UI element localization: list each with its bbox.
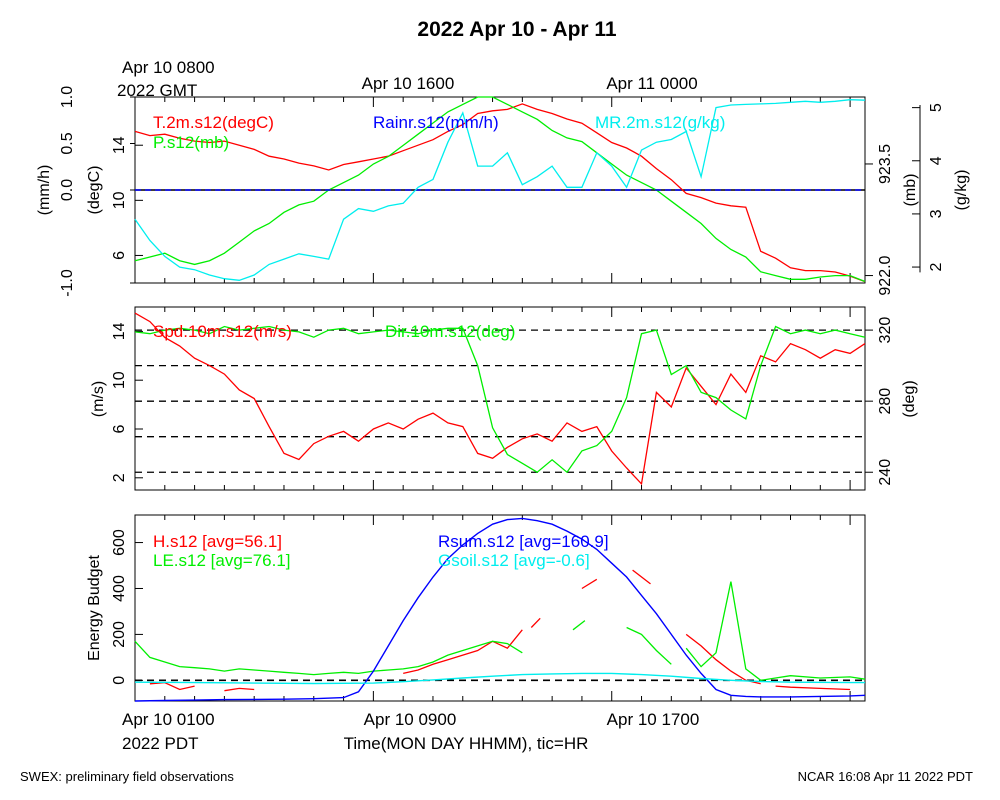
thermo-panel: 1.0 0.5 0.0 -1.0 14 10 6 923.5 922.0 5 4 3 2 T.2m.s12… (59, 86, 945, 297)
energy-axis-label: Energy Budget (86, 555, 103, 661)
legend-label: Spd.10m.s12(m/s) (153, 322, 292, 341)
energy-tick-label: 0 (111, 676, 128, 685)
series-line-H.s12 [avg=56.1] (403, 629, 523, 675)
legend-label: Gsoil.s12 [avg=-0.6] (438, 551, 590, 570)
series-line-Rsum.s12 [avg=160.9] (134, 517, 866, 702)
series-line-P.s12(mb) (134, 96, 866, 283)
thermo-temp-tick-label: 14 (111, 136, 128, 154)
legend-label: P.s12(mb) (153, 133, 229, 152)
series-line-H.s12 [avg=56.1] (632, 569, 651, 585)
thermo-temp-axis-label: (degC) (86, 166, 103, 215)
top-time-mid: Apr 10 1600 (362, 74, 455, 93)
thermo-rain-tick-label: 0.0 (59, 179, 76, 201)
wind-spd-tick-label: 14 (111, 322, 128, 340)
thermo-press-axis-label: (mb) (902, 174, 919, 207)
footer-right: NCAR 16:08 Apr 11 2022 PDT (798, 769, 973, 784)
wind-dir-axis-label: (deg) (901, 380, 918, 417)
legend-label: Rsum.s12 [avg=160.9] (438, 532, 609, 551)
legend-label: Dir.10m.s12(deg) (385, 322, 515, 341)
series-line-LE.s12 [avg=76.1] (685, 581, 866, 681)
series-line-MR.2m.s12(g/kg) (134, 99, 866, 281)
wind-spd-tick-label: 10 (111, 371, 128, 389)
thermo-temp-tick-label: 10 (111, 191, 128, 209)
series-line-LE.s12 [avg=76.1] (626, 626, 672, 665)
energy-panel: 600 400 200 0 H.s12 [avg=56.1]LE.s12 [avg=76… (111, 515, 866, 702)
series-line-H.s12 [avg=56.1] (775, 685, 851, 691)
series-line-Gsoil.s12 [avg=-0.6] (134, 672, 865, 685)
top-time-start-line1: Apr 10 0800 (122, 58, 215, 77)
footer-left: SWEX: preliminary field observations (20, 769, 234, 784)
legend-label: LE.s12 [avg=76.1] (153, 551, 291, 570)
legend-label: Rainr.s12(mm/h) (373, 113, 499, 132)
wind-spd-tick-label: 6 (111, 424, 128, 433)
chart-title: 2022 Apr 10 - Apr 11 (417, 18, 617, 41)
bottom-time-end: Apr 10 1700 (607, 710, 700, 729)
series-line-H.s12 [avg=56.1] (685, 633, 761, 685)
x-axis-label: Time(MON DAY HHMM), tic=HR (344, 734, 589, 753)
bottom-time-start-line1: Apr 10 0100 (122, 710, 215, 729)
legend-label: MR.2m.s12(g/kg) (595, 113, 725, 132)
series-line-Dir.10m.s12(deg) (134, 325, 866, 474)
wind-dir-tick-label: 320 (877, 317, 894, 344)
thermo-press-tick-label: 923.5 (877, 144, 894, 184)
thermo-rain-axis-label: (mm/h) (36, 165, 53, 216)
thermo-mr-axis-label: (g/kg) (953, 170, 970, 211)
panel-wind-frame (134, 306, 866, 491)
legend-label: T.2m.s12(degC) (153, 113, 274, 132)
series-line-H.s12 [avg=56.1] (224, 687, 255, 692)
series-line-T.2m.s12(degC) (134, 103, 866, 283)
thermo-rain-tick-label: -1.0 (59, 269, 76, 297)
series-line-H.s12 [avg=56.1] (149, 681, 195, 691)
series-line-H.s12 [avg=56.1] (530, 617, 541, 628)
series-line-LE.s12 [avg=76.1] (134, 640, 523, 676)
energy-tick-label: 600 (111, 529, 128, 556)
series-line-Spd.10m.s12(m/s) (134, 312, 866, 486)
wind-spd-tick-label: 2 (111, 473, 128, 482)
panel-energy-frame (134, 514, 866, 702)
bottom-time-mid: Apr 10 0900 (364, 710, 457, 729)
series-line-LE.s12 [avg=76.1] (572, 620, 586, 631)
top-time-end: Apr 11 0000 (606, 74, 697, 93)
thermo-mr-tick-label: 5 (928, 103, 945, 112)
wind-spd-axis-label: (m/s) (90, 381, 107, 417)
wind-dir-tick-label: 240 (877, 459, 894, 486)
top-time-start-line2: 2022 GMT (117, 81, 197, 100)
energy-tick-label: 400 (111, 575, 128, 602)
bottom-time-start-line2: 2022 PDT (122, 734, 199, 753)
energy-tick-label: 200 (111, 621, 128, 648)
wind-dir-tick-label: 280 (877, 388, 894, 415)
thermo-temp-tick-label: 6 (111, 251, 128, 260)
thermo-mr-tick-label: 3 (928, 209, 945, 218)
thermo-press-tick-label: 922.0 (877, 255, 894, 295)
thermo-mr-tick-label: 4 (928, 156, 945, 165)
series-line-H.s12 [avg=56.1] (581, 578, 598, 590)
legend-label: H.s12 [avg=56.1] (153, 532, 282, 551)
wind-panel: 14 10 6 2 320 280 240 Spd.10m.s12(m/s) Dir.10m.s… (111, 307, 894, 490)
thermo-rain-tick-label: 1.0 (59, 86, 76, 108)
thermo-rain-tick-label: 0.5 (59, 132, 76, 154)
thermo-mr-tick-label: 2 (928, 263, 945, 272)
